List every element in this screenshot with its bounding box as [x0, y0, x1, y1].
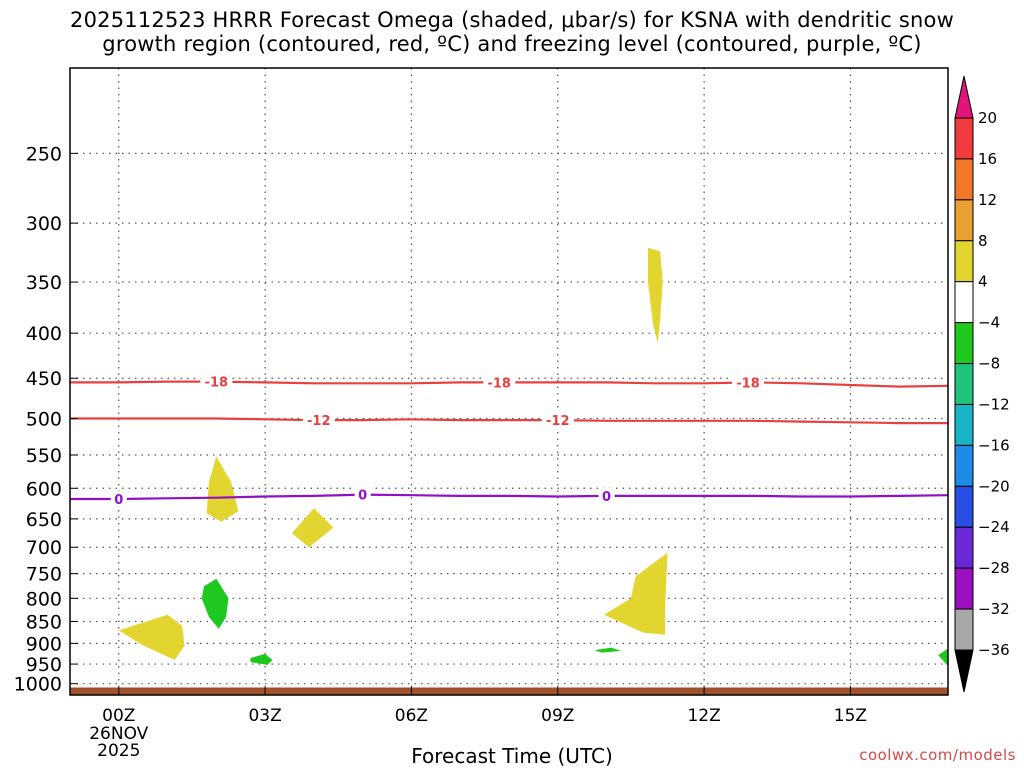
contour-label-0: 0	[114, 493, 123, 508]
axis-ticks: 2503003504004505005506006507007508008509…	[14, 143, 867, 761]
y-tick-label-350: 350	[26, 272, 62, 294]
colorbar-label-2: 12	[978, 191, 997, 209]
y-tick-label-900: 900	[26, 633, 62, 655]
colorbar: 20 16 12 8 4 −4 −8 −12 −16 −20 −24 −28 −32 −36	[954, 75, 1010, 693]
y-tick-label-850: 850	[26, 612, 62, 634]
colorbar-band-9	[954, 485, 974, 528]
omega-region-3	[604, 552, 668, 635]
y-tick-label-600: 600	[26, 478, 62, 500]
colorbar-label-1: 16	[978, 150, 997, 168]
ground-layer	[70, 687, 948, 695]
y-tick-label-1000: 1000	[14, 674, 62, 696]
chart-title-line2: growth region (contoured, red, ºC) and f…	[102, 32, 922, 56]
x-year-label: 2025	[97, 741, 140, 761]
y-tick-label-250: 250	[26, 143, 62, 165]
colorbar-band-10	[954, 526, 974, 569]
colorbar-label-11: −28	[978, 559, 1010, 577]
chart-title-line1: 2025112523 HRRR Forecast Omega (shaded, …	[70, 8, 954, 32]
colorbar-band-2	[954, 199, 974, 242]
y-tick-label-650: 650	[26, 509, 62, 531]
x-tick-label-15Z: 15Z	[834, 706, 867, 726]
colorbar-label-6: −8	[978, 355, 1000, 373]
plot-border	[69, 67, 949, 696]
contour-label--18: -18	[736, 377, 760, 392]
colorbar-bottom-arrow	[954, 649, 974, 693]
omega-shading	[118, 247, 948, 667]
x-tick-label-06Z: 06Z	[395, 706, 428, 726]
omega-region-8	[938, 648, 948, 667]
colorbar-band-1	[954, 158, 974, 201]
x-tick-label-00Z: 00Z	[102, 706, 135, 726]
contour-label-bg	[302, 412, 335, 429]
x-tick-label-03Z: 03Z	[248, 706, 281, 726]
x-tick-label-12Z: 12Z	[687, 706, 720, 726]
colorbar-band-3	[954, 240, 974, 283]
y-tick-label-700: 700	[26, 537, 62, 559]
omega-region-5	[201, 578, 229, 629]
colorbar-band-0	[954, 117, 974, 160]
colorbar-band-4	[954, 281, 974, 324]
colorbar-band-7	[954, 403, 974, 446]
colorbar-label-3: 8	[978, 232, 988, 250]
colorbar-label-9: −20	[978, 477, 1010, 495]
plot-frame	[69, 67, 949, 696]
colorbar-band-11	[954, 567, 974, 610]
colorbar-band-8	[954, 444, 974, 487]
contour-label-0: 0	[602, 490, 611, 505]
colorbar-label-8: −16	[978, 436, 1010, 454]
y-tick-label-450: 450	[26, 368, 62, 390]
x-axis-label: Forecast Time (UTC)	[411, 744, 613, 768]
x-date-label: 26NOV	[89, 724, 148, 744]
omega-region-6	[250, 653, 273, 665]
y-tick-label-550: 550	[26, 445, 62, 467]
y-tick-label-800: 800	[26, 588, 62, 610]
contour-label--12: -12	[546, 414, 570, 429]
colorbar-band-12	[954, 608, 974, 651]
colorbar-label-7: −12	[978, 395, 1010, 413]
ground-strip	[70, 687, 948, 695]
contour-label--18: -18	[487, 376, 511, 391]
contour-line-0	[70, 493, 948, 501]
contour-label-bg	[483, 374, 516, 391]
contour-label-bg	[598, 487, 615, 504]
omega-region-1	[206, 456, 239, 522]
colorbar-label-12: −32	[978, 600, 1010, 618]
contour-label-0: 0	[358, 489, 367, 504]
contour-label-bg	[732, 374, 765, 391]
contour-label-bg	[200, 373, 233, 390]
contour-line--12	[70, 417, 948, 425]
colorbar-band-6	[954, 363, 974, 405]
colorbar-label-10: −24	[978, 518, 1010, 536]
y-tick-label-750: 750	[26, 564, 62, 586]
colorbar-label-4: 4	[978, 273, 988, 291]
colorbar-label-13: −36	[978, 641, 1010, 659]
colorbar-label-0: 20	[978, 109, 997, 127]
colorbar-band-5	[954, 322, 974, 365]
x-tick-label-09Z: 09Z	[541, 706, 574, 726]
site-credit: coolwx.com/models	[859, 746, 1016, 764]
omega-region-0	[648, 247, 663, 343]
omega-region-2	[291, 508, 334, 548]
omega-region-4	[118, 614, 185, 660]
y-tick-label-400: 400	[26, 323, 62, 345]
omega-region-7	[594, 647, 622, 653]
contour-lines: -18 -18 -18 -12 -12 0 0 0	[70, 373, 948, 508]
colorbar-label-5: −4	[978, 314, 1000, 332]
y-tick-label-950: 950	[26, 654, 62, 676]
y-tick-label-500: 500	[26, 409, 62, 431]
y-tick-label-300: 300	[26, 213, 62, 235]
contour-label-bg	[110, 490, 127, 507]
colorbar-top-arrow	[954, 75, 974, 119]
contour-label-bg	[354, 486, 371, 503]
contour-label--18: -18	[205, 376, 229, 391]
contour-label-bg	[541, 412, 574, 429]
contour-label--12: -12	[307, 414, 331, 429]
